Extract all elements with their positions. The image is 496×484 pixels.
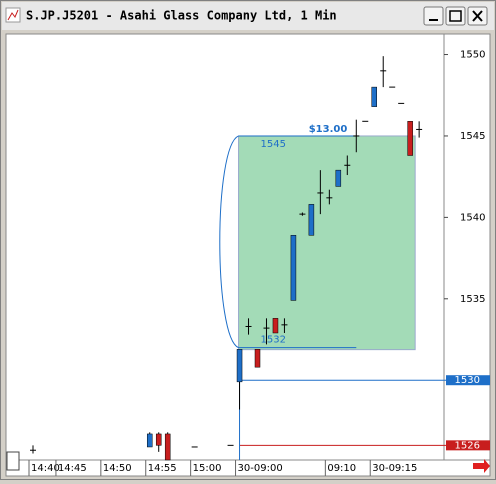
y-tick-label: 1540: [460, 212, 485, 223]
x-tick-label: 14:55: [148, 463, 177, 474]
level-badge: [446, 440, 490, 451]
scroll-arrow[interactable]: [473, 459, 490, 473]
candle-body: [335, 169, 342, 187]
maximize-glyph: [449, 10, 462, 22]
candle-body: [407, 121, 413, 156]
app-icon-glyph: [7, 9, 19, 21]
y-tick-label: 1550: [460, 50, 485, 61]
candle-body: [164, 433, 171, 461]
plot: 1535 1540 1545 1550 1545 1532 $13.00 1530 1526 14…: [28, 50, 490, 476]
candle-body: [236, 349, 243, 383]
level-label: 1530: [455, 375, 480, 386]
x-tick-label: 15:00: [193, 463, 222, 474]
close-glyph: [472, 10, 483, 22]
y-tick-label: 1535: [460, 294, 485, 305]
candle-body: [146, 433, 153, 448]
candle-body: [254, 349, 261, 368]
window-title: S.JP.J5201 - Asahi Glass Company Ltd, 1 …: [26, 9, 337, 23]
minimize-button[interactable]: [423, 6, 444, 26]
candle-body: [272, 318, 279, 334]
range-high-label: 1545: [261, 139, 286, 150]
range-low-label: 1532: [261, 335, 286, 346]
x-tick-label: 14:50: [103, 463, 132, 474]
level-label: 1526: [455, 440, 480, 451]
y-tick-label: 1545: [460, 131, 485, 142]
level-badge: [446, 375, 490, 386]
candle-body: [308, 204, 315, 236]
candle-body: [371, 86, 377, 107]
x-tick-label: 30-09:15: [372, 463, 417, 474]
title-bar: [2, 2, 494, 30]
x-tick-label: 30-09:00: [238, 463, 283, 474]
scroll-box[interactable]: [6, 451, 20, 471]
range-bracket: [219, 135, 239, 349]
range-label: $13.00: [309, 124, 348, 135]
window-buttons[interactable]: [423, 6, 488, 26]
candle-body: [290, 235, 297, 301]
x-tick-label: 14:45: [58, 463, 87, 474]
maximize-button[interactable]: [445, 6, 466, 26]
x-tick-label: 09:10: [327, 463, 356, 474]
x-tick-label: 14:40: [31, 463, 60, 474]
candle-body: [155, 433, 162, 446]
range-box: [238, 135, 416, 351]
